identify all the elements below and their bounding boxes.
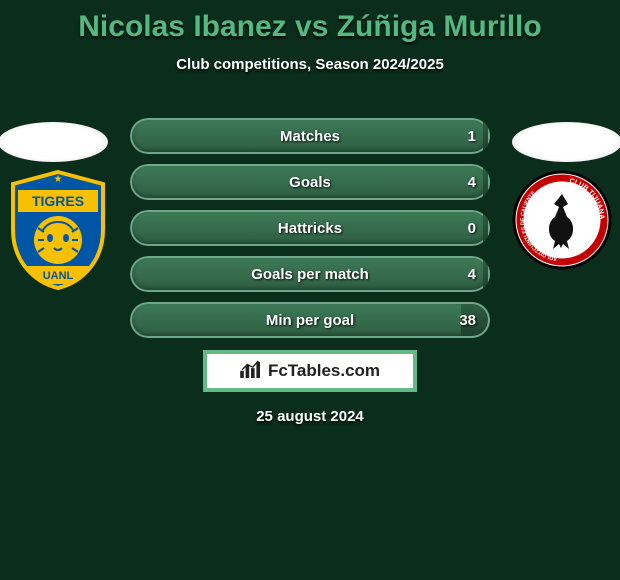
player2-name: Zúñiga Murillo	[337, 10, 542, 43]
player1-column: ★ TIGRES UANL	[8, 122, 108, 270]
player2-club-logo: CLUB TIJUANA XOLOITZCUINTLES DE CALIENTE	[512, 170, 612, 270]
date-text: 25 august 2024	[0, 408, 620, 425]
subtitle: Club competitions, Season 2024/2025	[0, 56, 620, 73]
player2-avatar-placeholder	[512, 122, 620, 162]
player1-avatar-placeholder	[0, 122, 108, 162]
stat-row: 4Goals	[130, 164, 490, 200]
player1-name: Nicolas Ibanez	[78, 10, 286, 43]
stat-row: 38Min per goal	[130, 302, 490, 338]
club1-label: TIGRES	[32, 193, 84, 209]
player1-club-logo: ★ TIGRES UANL	[8, 170, 108, 270]
comparison-title: Nicolas Ibanez vs Zúñiga Murillo	[0, 0, 620, 44]
svg-text:UANL: UANL	[43, 270, 74, 282]
stat-label: Min per goal	[130, 302, 490, 338]
stat-label: Hattricks	[130, 210, 490, 246]
bar-chart-icon	[240, 360, 262, 383]
player2-column: CLUB TIJUANA XOLOITZCUINTLES DE CALIENTE	[512, 122, 612, 270]
stat-row: 0Hattricks	[130, 210, 490, 246]
svg-text:★: ★	[54, 174, 63, 185]
stats-container: 1Matches 4Goals 0Hattricks 4Goals per match…	[130, 118, 490, 348]
stat-row: 4Goals per match	[130, 256, 490, 292]
stat-label: Goals per match	[130, 256, 490, 292]
vs-separator: vs	[295, 10, 328, 43]
stat-row: 1Matches	[130, 118, 490, 154]
fctables-text: FcTables.com	[268, 361, 380, 381]
fctables-badge[interactable]: FcTables.com	[203, 350, 417, 392]
stat-label: Matches	[130, 118, 490, 154]
stat-label: Goals	[130, 164, 490, 200]
